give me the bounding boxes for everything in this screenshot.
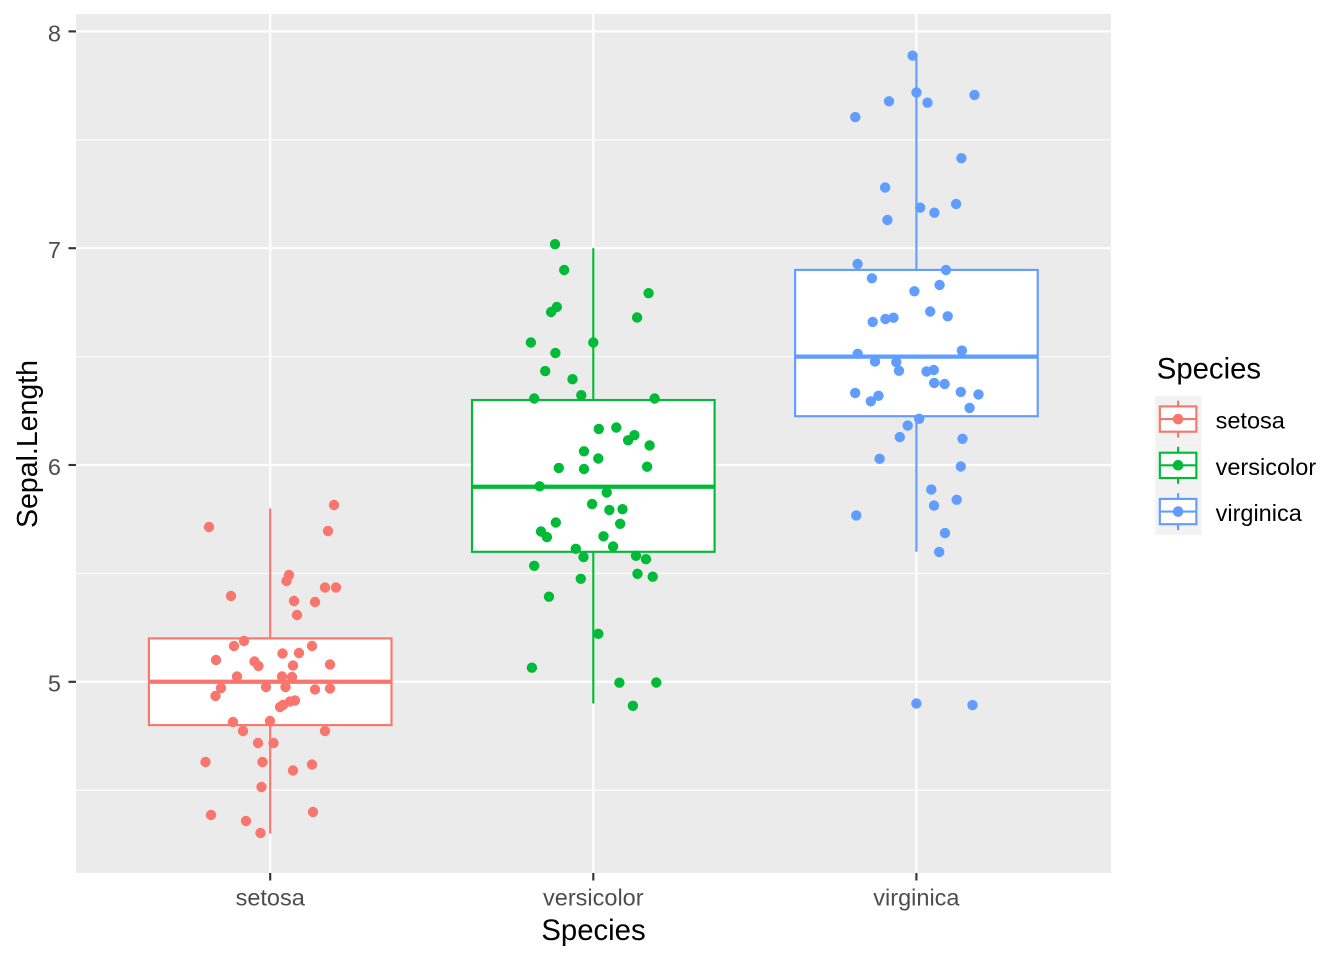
svg-text:versicolor: versicolor bbox=[543, 885, 644, 911]
svg-text:Species: Species bbox=[1157, 353, 1261, 386]
svg-text:Species: Species bbox=[541, 914, 645, 947]
svg-text:5: 5 bbox=[48, 671, 61, 697]
svg-text:8: 8 bbox=[48, 20, 61, 46]
svg-text:setosa: setosa bbox=[1216, 408, 1286, 434]
svg-text:6: 6 bbox=[48, 454, 61, 480]
svg-text:Sepal.Length: Sepal.Length bbox=[12, 360, 44, 528]
svg-text:7: 7 bbox=[48, 237, 61, 263]
svg-text:versicolor: versicolor bbox=[1216, 454, 1317, 480]
svg-text:virginica: virginica bbox=[1216, 500, 1303, 526]
svg-text:virginica: virginica bbox=[873, 885, 960, 911]
svg-text:setosa: setosa bbox=[236, 885, 306, 911]
